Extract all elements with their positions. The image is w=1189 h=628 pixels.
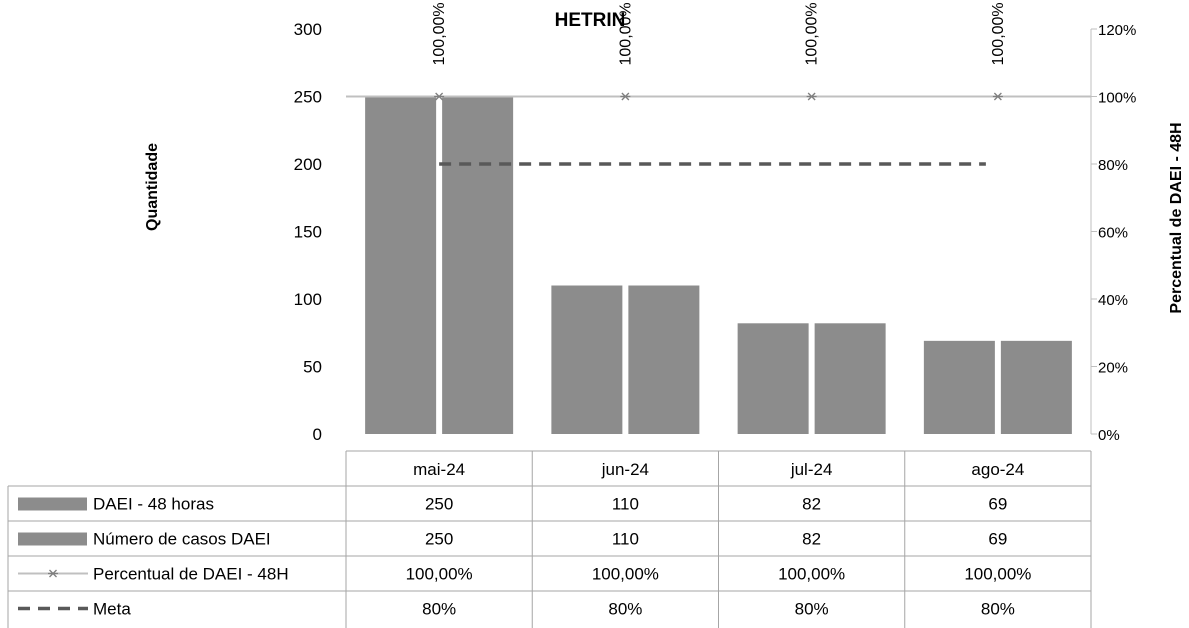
y2-tick-label: 40% — [1098, 292, 1128, 309]
table-cell: 110 — [612, 495, 639, 514]
legend-label: Número de casos DAEI — [93, 530, 271, 549]
data-label: 100,00% — [804, 2, 821, 65]
legend-label: Meta — [93, 600, 131, 619]
bars — [365, 96, 1072, 434]
legend-label: Percentual de DAEI - 48H — [93, 565, 289, 584]
line-point — [992, 92, 1003, 101]
y2-tick-label: 100% — [1098, 90, 1136, 107]
bar — [923, 340, 995, 434]
table-cell: 250 — [425, 530, 453, 549]
y2-tick-label: 20% — [1098, 360, 1128, 377]
table-cell: 82 — [802, 495, 821, 514]
y-axis-title: Quantidade — [144, 143, 161, 231]
table-cell: 80% — [608, 600, 642, 619]
y-tick-label: 150 — [294, 223, 322, 242]
table-cell: 100,00% — [592, 565, 659, 584]
marker-stroke — [49, 569, 57, 578]
marker-stroke — [807, 92, 816, 101]
line-point — [806, 92, 817, 101]
y-tick-label: 50 — [303, 358, 322, 377]
data-table: mai-24 jun-24 jul-24 ago-24 DAEI - 48 horas 2… — [7, 450, 1092, 628]
y-axis: 0 50 100 150 200 250 300 — [294, 20, 322, 444]
legend-key-bar — [18, 497, 87, 511]
table-cell: 69 — [988, 530, 1007, 549]
chart-title: HETRIN — [555, 10, 626, 31]
y2-tick-label: 0% — [1098, 427, 1120, 444]
y2-axis-title: Percentual de DAEI - 48H — [1168, 122, 1185, 313]
y-tick-label: 0 — [313, 425, 322, 444]
table-cell: 250 — [425, 495, 453, 514]
data-label: 100,00% — [617, 2, 634, 65]
marker-stroke — [435, 92, 444, 101]
bar — [1000, 340, 1072, 434]
bar — [814, 323, 886, 434]
table-cell: 110 — [612, 530, 639, 549]
bar — [365, 96, 437, 434]
bar — [551, 285, 623, 434]
marker-stroke — [993, 92, 1002, 101]
table-cell: 80% — [795, 600, 829, 619]
data-label: 100,00% — [990, 2, 1007, 65]
legend-key-bar — [18, 532, 87, 546]
bar — [737, 323, 809, 434]
marker-stroke — [621, 92, 630, 101]
category-label: jul-24 — [790, 460, 833, 479]
lines: 100,00% 100,00% 100,00% 100,00% — [346, 2, 1091, 166]
table-cell: 80% — [981, 600, 1015, 619]
table-cell: 100,00% — [964, 565, 1031, 584]
bar — [628, 285, 700, 434]
data-label: 100,00% — [431, 2, 448, 65]
line-point — [434, 92, 445, 101]
table-cell: 69 — [988, 495, 1007, 514]
y2-tick-label: 120% — [1098, 22, 1136, 39]
y-tick-label: 300 — [294, 20, 322, 39]
legend-key-marker — [48, 569, 58, 578]
table-cell: 100,00% — [778, 565, 845, 584]
y2-tick-label: 80% — [1098, 157, 1128, 174]
y2-axis: 0% 20% 40% 60% 80% 100% 120% — [1090, 22, 1136, 444]
category-label: ago-24 — [971, 460, 1024, 479]
table-cell: 80% — [422, 600, 456, 619]
table-cell: 100,00% — [406, 565, 473, 584]
y2-tick-label: 60% — [1098, 225, 1128, 242]
legend-label: DAEI - 48 horas — [93, 495, 214, 514]
line-point — [620, 92, 631, 101]
category-label: jun-24 — [601, 460, 649, 479]
y-tick-label: 250 — [294, 88, 322, 107]
y-tick-label: 200 — [294, 155, 322, 174]
category-label: mai-24 — [413, 460, 465, 479]
table-cell: 82 — [802, 530, 821, 549]
bar — [442, 96, 514, 434]
y-tick-label: 100 — [294, 290, 322, 309]
